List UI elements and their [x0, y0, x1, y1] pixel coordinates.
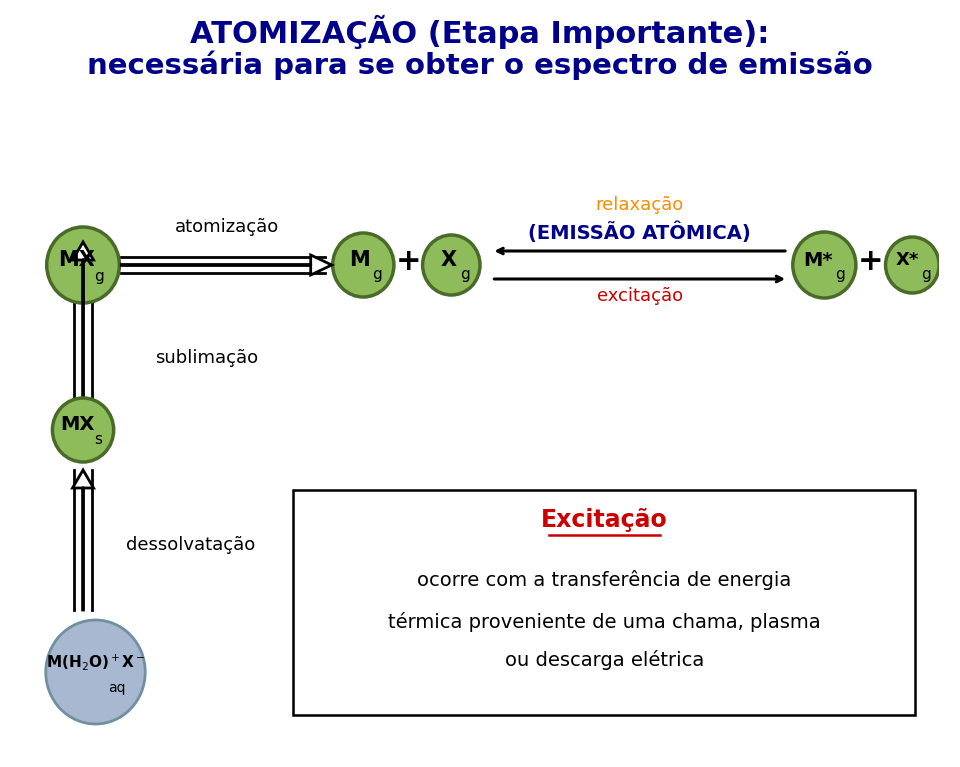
Text: g: g [921, 268, 930, 282]
Text: M(H$_2$O)$^+$X$^-$: M(H$_2$O)$^+$X$^-$ [46, 652, 145, 672]
Text: (EMISSÃO ATÔMICA): (EMISSÃO ATÔMICA) [528, 221, 751, 242]
Text: ocorre com a transferência de energia: ocorre com a transferência de energia [418, 570, 791, 590]
Text: X: X [441, 250, 457, 270]
Text: atomização: atomização [175, 218, 278, 236]
Text: g: g [460, 268, 469, 282]
Text: relaxação: relaxação [595, 196, 684, 214]
Text: térmica proveniente de uma chama, plasma: térmica proveniente de uma chama, plasma [388, 612, 821, 632]
Text: g: g [835, 268, 845, 282]
Text: necessária para se obter o espectro de emissão: necessária para se obter o espectro de e… [87, 50, 873, 80]
Text: +: + [857, 246, 883, 275]
FancyArrow shape [121, 255, 332, 275]
Circle shape [422, 235, 480, 295]
Text: aq: aq [108, 681, 125, 695]
Text: +: + [396, 246, 421, 275]
Circle shape [333, 233, 394, 297]
Text: g: g [372, 268, 381, 282]
Circle shape [53, 398, 113, 462]
Circle shape [885, 237, 939, 293]
Text: X*: X* [896, 251, 920, 269]
Circle shape [47, 227, 119, 303]
Text: g: g [94, 269, 105, 285]
Text: excitação: excitação [597, 287, 683, 305]
Text: dessolvatação: dessolvatação [126, 536, 255, 554]
Circle shape [793, 232, 856, 298]
Text: s: s [94, 433, 103, 447]
Text: ATOMIZAÇÃO (Etapa Importante):: ATOMIZAÇÃO (Etapa Importante): [190, 15, 770, 49]
FancyBboxPatch shape [294, 490, 915, 715]
Circle shape [46, 620, 145, 724]
FancyArrow shape [73, 242, 93, 398]
Text: M: M [349, 250, 370, 270]
FancyArrow shape [73, 470, 93, 610]
Text: Excitação: Excitação [541, 508, 668, 532]
Text: sublimação: sublimação [155, 349, 258, 367]
Text: MX: MX [58, 250, 95, 270]
Text: MX: MX [60, 416, 94, 434]
Text: M*: M* [803, 251, 832, 269]
Text: ou descarga elétrica: ou descarga elétrica [505, 650, 704, 670]
